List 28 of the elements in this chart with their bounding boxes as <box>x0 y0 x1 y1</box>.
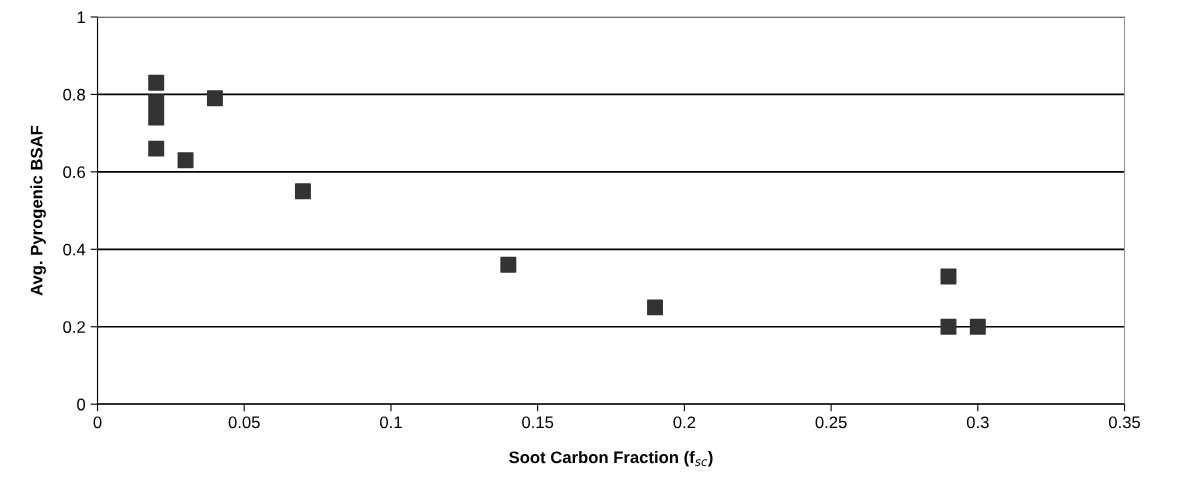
point <box>294 183 311 200</box>
point <box>148 94 165 111</box>
x-tick-label: 0.15 <box>522 416 554 429</box>
y-tick-label: 1 <box>77 11 85 24</box>
y-tick-label: 0.8 <box>63 88 85 101</box>
point <box>148 140 165 157</box>
y-tick-label: 0 <box>77 398 86 411</box>
x-tick-label: 0.1 <box>380 416 402 429</box>
point <box>940 318 957 335</box>
point <box>500 256 517 273</box>
y-tick-label: 0.2 <box>63 321 85 333</box>
x-tick-label: 0.35 <box>1108 416 1141 429</box>
point <box>206 90 223 107</box>
point <box>148 109 165 126</box>
x-tick-label: 0.3 <box>966 416 989 429</box>
x-axis-title: Soot Carbon Fraction (f$_{sc}$) <box>509 450 713 467</box>
y-axis-title: Avg. Pyrogenic BSAF <box>30 125 46 296</box>
x-tick-label: 0.25 <box>815 416 847 429</box>
x-tick-label: 0.05 <box>228 416 260 429</box>
x-tick-label: 0 <box>93 416 102 429</box>
y-tick-label: 0.6 <box>63 166 85 179</box>
y-tick-label: 0.4 <box>63 243 86 256</box>
point <box>148 74 165 91</box>
point <box>177 152 194 169</box>
x-tick-label: 0.2 <box>673 416 696 429</box>
point <box>647 299 664 316</box>
point <box>969 318 986 335</box>
point <box>940 268 957 285</box>
